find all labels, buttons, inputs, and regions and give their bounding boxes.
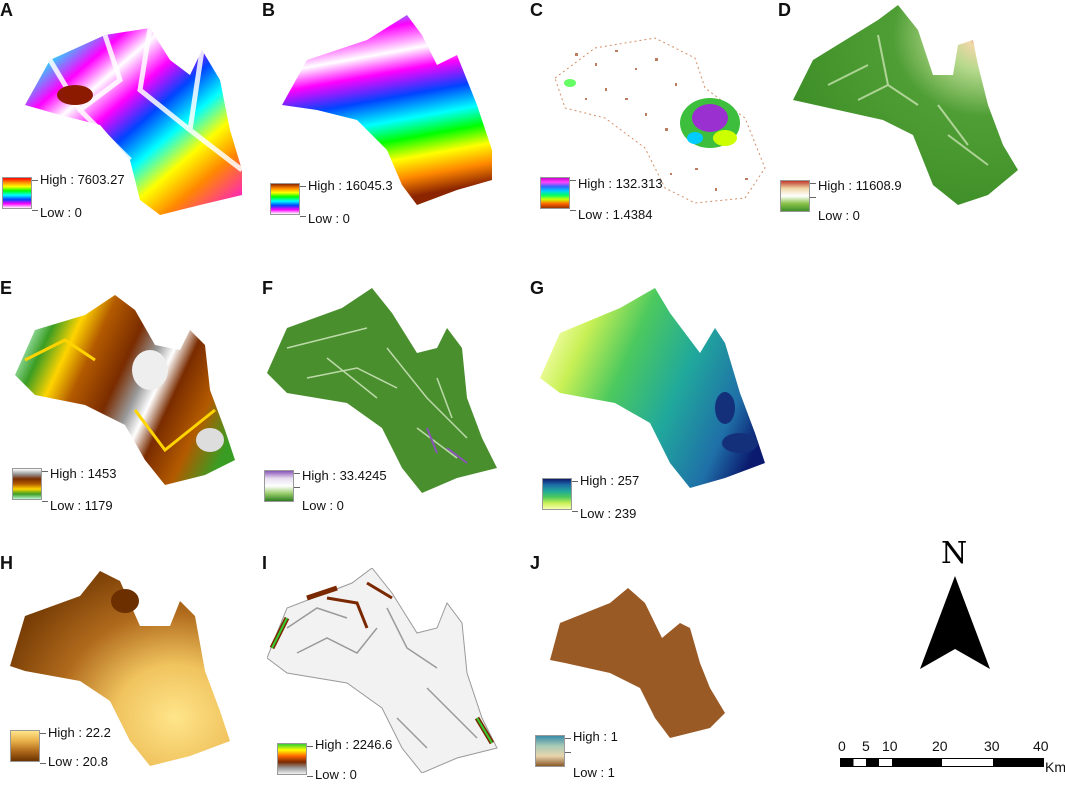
legend-color-ramp [12, 468, 42, 500]
map-i [267, 568, 498, 773]
map-d [793, 5, 1018, 205]
north-arrow-icon [920, 576, 990, 669]
legend-low-label: Low : 0 [302, 498, 344, 513]
panel-label: H [0, 553, 13, 573]
panel-d: D High : 11608.9 Low : 0 [778, 0, 1038, 250]
scale-tick-label: 40 [1033, 738, 1049, 754]
legend-color-ramp [780, 180, 810, 212]
panel-h: H High : 22.2 Low : 20.8 [0, 553, 260, 803]
legend-color-ramp [270, 183, 300, 215]
legend-high-label: High : 11608.9 [818, 178, 902, 193]
legend-color-ramp [277, 743, 307, 775]
scale-tick-label: 20 [932, 738, 948, 754]
scale-unit: Km [1045, 759, 1065, 775]
legend-low-label: Low : 1 [573, 765, 615, 780]
scale-bar-graphic [840, 758, 1044, 767]
legend-color-ramp [540, 177, 570, 209]
panel-label: E [0, 278, 13, 298]
panel-g: G High : 257 Low : 239 [530, 278, 790, 528]
panel-label: D [778, 0, 791, 20]
panel-c: C High : 132.313 Low : 1.4384 [530, 0, 790, 250]
legend-high-label: High : 1 [573, 729, 618, 744]
legend-low-label: Low : 0 [315, 767, 357, 782]
panel-a: A High : 7603.27 Low : 0 [0, 0, 260, 250]
panel-label: B [262, 0, 275, 20]
map-a [25, 27, 244, 215]
scale-bar: 0 5 10 20 30 40 Km [835, 738, 1065, 778]
legend-high-label: High : 132.313 [578, 176, 663, 191]
north-label: N [941, 536, 968, 571]
panel-label: C [530, 0, 543, 20]
map-f [267, 288, 497, 493]
panel-j: J High : 1 Low : 1 [530, 553, 790, 803]
panel-i: I High : 2246.6 Low : 0 [262, 553, 522, 803]
panel-e: E High : 1453 Low : 1179 [0, 278, 260, 528]
legend-color-ramp [10, 730, 40, 762]
legend-high-label: High : 7603.27 [40, 172, 125, 187]
scale-tick-label: 30 [984, 738, 1000, 754]
panel-label: I [262, 553, 268, 573]
legend-color-ramp [2, 177, 32, 209]
legend-high-label: High : 22.2 [48, 725, 111, 740]
scale-tick-label: 5 [862, 738, 870, 754]
panel-b: B High : 16045.3 Low : 0 [262, 0, 522, 250]
map-j [550, 588, 725, 738]
map-b [282, 15, 492, 205]
legend-low-label: Low : 0 [40, 205, 82, 220]
panel-label: A [0, 0, 13, 20]
panel-label: J [530, 553, 541, 573]
legend-color-ramp [264, 470, 294, 502]
legend-high-label: High : 1453 [50, 466, 117, 481]
scale-tick-label: 0 [838, 738, 846, 754]
legend-low-label: Low : 0 [308, 211, 350, 226]
legend-low-label: Low : 0 [818, 208, 860, 223]
north-arrow: N [915, 536, 995, 676]
panel-f: F High : 33.4245 Low : 0 [262, 278, 522, 528]
legend-color-ramp [535, 735, 565, 767]
map-h [10, 571, 230, 766]
map-e [15, 295, 235, 485]
legend-low-label: Low : 1.4384 [578, 207, 653, 222]
legend-high-label: High : 2246.6 [315, 737, 393, 752]
scale-tick-label: 10 [882, 738, 898, 754]
map-c [554, 37, 766, 204]
legend-high-label: High : 33.4245 [302, 468, 387, 483]
legend-high-label: High : 16045.3 [308, 178, 393, 193]
legend-low-label: Low : 20.8 [48, 754, 108, 769]
legend-color-ramp [542, 478, 572, 510]
panel-label: F [262, 278, 273, 298]
panel-label: G [530, 278, 545, 298]
legend-high-label: High : 257 [580, 473, 640, 488]
legend-low-label: Low : 1179 [50, 498, 113, 513]
legend-low-label: Low : 239 [580, 506, 637, 521]
map-g [540, 288, 765, 488]
